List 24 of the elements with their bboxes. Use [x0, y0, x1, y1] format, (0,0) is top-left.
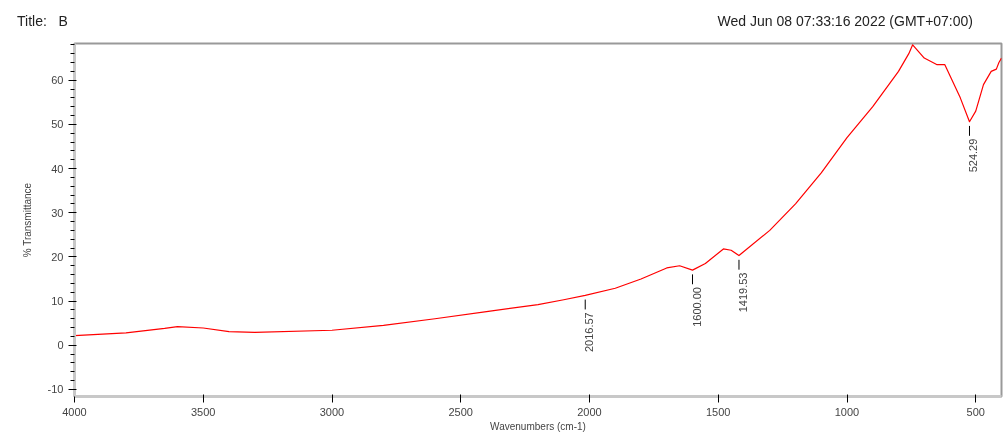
annotation: 1419.53	[736, 272, 749, 313]
y-tick-label: 40	[51, 162, 64, 175]
x-tick-label: 4000	[62, 405, 87, 418]
annotation: 1600.00	[690, 287, 703, 327]
x-tick-label: 3000	[319, 405, 345, 418]
y-tick-label: 30	[51, 206, 64, 219]
chart-title: Title: B	[17, 12, 68, 31]
x-axis-title: Wavenumbers (cm-1)	[490, 420, 586, 432]
annotation: 524.29	[967, 138, 980, 173]
y-tick-label: 20	[51, 250, 64, 263]
x-tick-label: 1500	[706, 405, 731, 418]
y-tick-label: -10	[47, 383, 64, 396]
x-tick-label: 1000	[834, 405, 860, 418]
x-tick-label: 2000	[577, 405, 602, 418]
y-tick-label: 0	[57, 339, 64, 352]
annotation: 2016.57	[583, 312, 596, 353]
y-axis-title: % Transmittance	[21, 182, 33, 258]
chart-subtitle: Wed Jun 08 07:33:16 2022 (GMT+07:00)	[717, 12, 973, 31]
y-tick-label: 10	[51, 295, 64, 308]
x-tick-label: 2500	[448, 405, 473, 418]
x-tick-label: 500	[966, 405, 985, 418]
y-tick-label: 60	[51, 74, 64, 87]
y-tick-label: 50	[51, 118, 64, 131]
x-tick-label: 3500	[191, 405, 216, 418]
